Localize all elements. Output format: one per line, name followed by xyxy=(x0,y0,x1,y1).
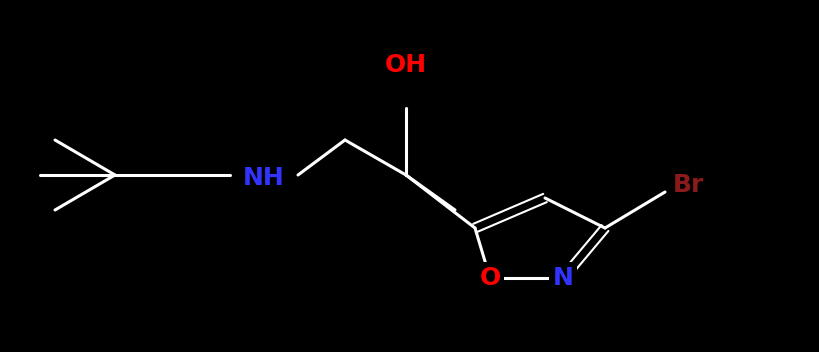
Text: NH: NH xyxy=(243,166,285,190)
Text: Br: Br xyxy=(672,173,704,197)
Text: N: N xyxy=(553,266,573,290)
Text: OH: OH xyxy=(385,53,427,77)
Text: O: O xyxy=(479,266,500,290)
